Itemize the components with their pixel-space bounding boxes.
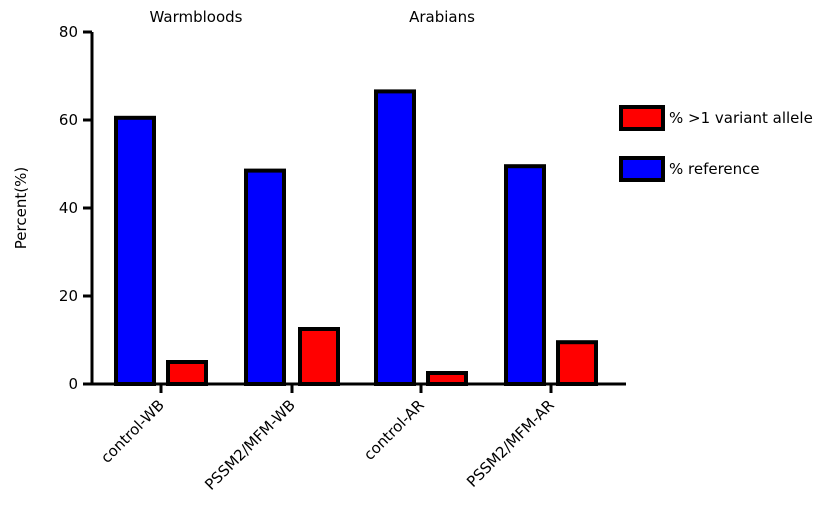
y-tick-label: 20 <box>59 287 78 305</box>
group-label: Arabians <box>409 8 475 26</box>
bar-variant-1 <box>298 327 340 386</box>
bar-variant-0 <box>166 360 208 386</box>
bar-reference-0 <box>114 115 156 387</box>
y-tick-label: 40 <box>59 199 78 217</box>
bar-reference-3 <box>504 164 546 386</box>
bar-variant-3 <box>556 340 598 387</box>
category-label: control-AR <box>360 396 428 464</box>
category-label: control-WB <box>97 396 168 467</box>
bar-reference-1 <box>244 168 286 386</box>
y-tick-label: 60 <box>59 111 78 129</box>
y-tick-label: 80 <box>59 23 78 41</box>
legend: % >1 variant allele % reference <box>619 105 813 182</box>
y-axis-label: Percent(%) <box>12 167 30 249</box>
category-label: PSSM2/MFM-WB <box>201 396 299 494</box>
category-label: PSSM2/MFM-AR <box>463 396 558 491</box>
y-tick-label: 0 <box>68 375 78 393</box>
legend-label-1: % reference <box>669 160 760 178</box>
legend-swatch-1 <box>619 156 665 182</box>
bars <box>114 89 598 387</box>
group-label: Warmbloods <box>150 8 243 26</box>
bar-reference-2 <box>374 89 416 387</box>
bar-variant-2 <box>426 371 468 386</box>
legend-swatch-0 <box>619 105 665 131</box>
legend-label-0: % >1 variant allele <box>669 109 813 127</box>
